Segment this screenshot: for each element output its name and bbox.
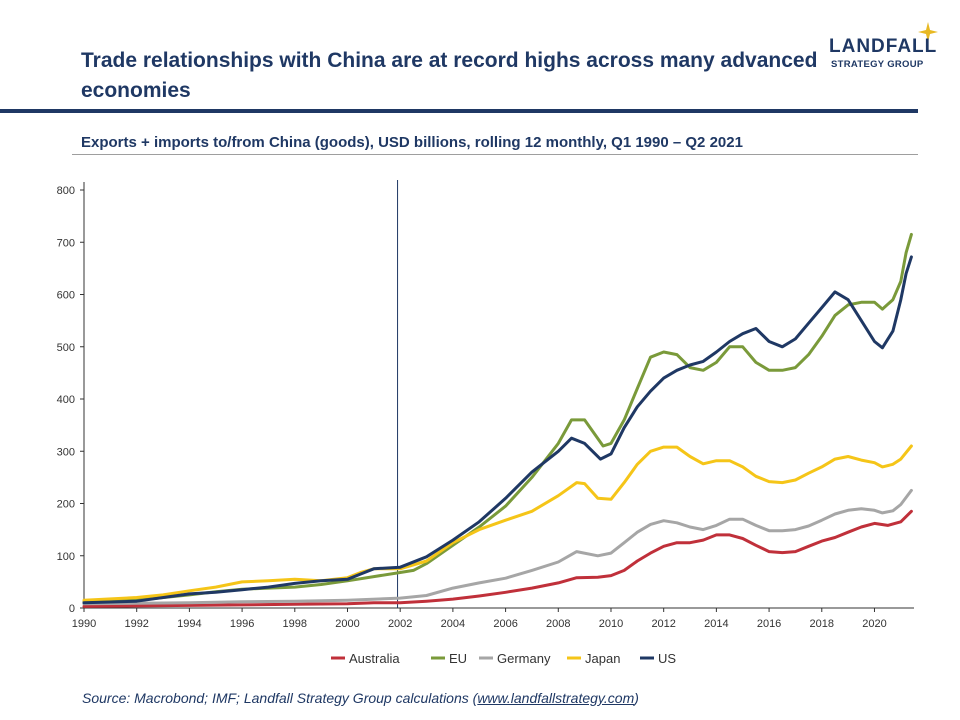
x-tick-label-1994: 1994 — [177, 618, 201, 630]
series-line-australia — [82, 509, 913, 608]
x-tick-label-1998: 1998 — [283, 618, 307, 630]
x-tick-label-2004: 2004 — [441, 618, 465, 630]
logo-subtext: STRATEGY GROUP — [831, 59, 924, 70]
legend-label-japan: Japan — [585, 651, 620, 666]
source-note: Source: Macrobond; IMF; Landfall Strateg… — [82, 690, 639, 706]
y-tick-label-700: 700 — [57, 237, 75, 249]
source-link[interactable]: www.landfallstrategy.com — [477, 690, 635, 706]
x-tick-label-2000: 2000 — [335, 618, 359, 630]
legend-label-germany: Germany — [497, 651, 551, 666]
y-tick-label-600: 600 — [57, 290, 75, 302]
series-line-eu — [82, 232, 913, 604]
brand-logo: LANDFALL STRATEGY GROUP — [826, 22, 946, 78]
star-icon — [918, 22, 938, 42]
y-tick-label-800: 800 — [57, 185, 75, 197]
subtitle-divider — [72, 154, 918, 155]
legend-label-eu: EU — [449, 651, 467, 666]
y-tick-label-200: 200 — [57, 499, 75, 511]
x-tick-label-1992: 1992 — [124, 618, 148, 630]
source-suffix: ) — [634, 690, 639, 706]
title-divider — [0, 109, 918, 113]
y-tick-label-0: 0 — [69, 603, 75, 615]
x-tick-label-2012: 2012 — [651, 618, 675, 630]
x-tick-label-2020: 2020 — [862, 618, 886, 630]
x-tick-label-2016: 2016 — [757, 618, 781, 630]
x-tick-label-2006: 2006 — [493, 618, 517, 630]
legend-label-australia: Australia — [349, 651, 400, 666]
y-tick-label-500: 500 — [57, 342, 75, 354]
y-tick-label-300: 300 — [57, 446, 75, 458]
series-line-germany — [82, 488, 913, 606]
source-prefix: Source: Macrobond; IMF; Landfall Strateg… — [82, 690, 478, 706]
page-title: Trade relationships with China are at re… — [81, 49, 818, 102]
chart-subtitle: Exports + imports to/from China (goods),… — [81, 134, 743, 151]
legend-label-us: US — [658, 651, 676, 666]
x-tick-label-2018: 2018 — [810, 618, 834, 630]
x-tick-label-2010: 2010 — [599, 618, 623, 630]
series-line-us — [82, 255, 913, 605]
x-tick-label-2014: 2014 — [704, 618, 728, 630]
x-tick-label-1996: 1996 — [230, 618, 254, 630]
y-tick-label-400: 400 — [57, 394, 75, 406]
x-tick-label-2002: 2002 — [388, 618, 412, 630]
x-tick-label-1990: 1990 — [72, 618, 96, 630]
x-tick-label-2008: 2008 — [546, 618, 570, 630]
y-tick-label-100: 100 — [57, 551, 75, 563]
series-line-japan — [82, 444, 913, 602]
logo-wordmark: LANDFALL — [829, 36, 938, 57]
